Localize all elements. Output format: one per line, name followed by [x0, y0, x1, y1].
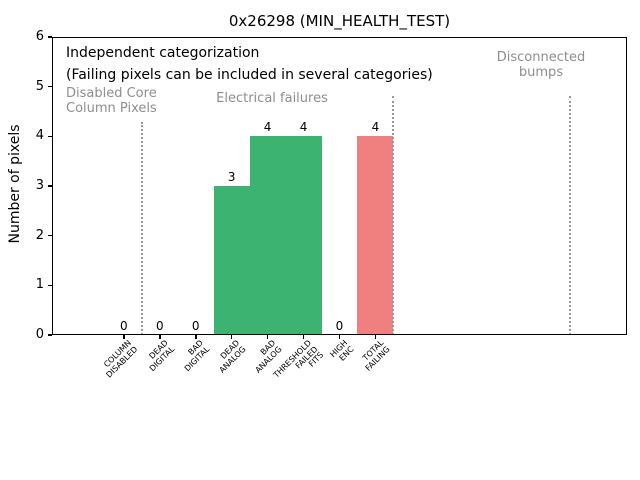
bar-value-label: 0: [155, 319, 164, 333]
y-tick-label: 2: [35, 227, 44, 243]
x-tick-label: TOTAL FAILING: [360, 338, 392, 373]
x-tick-mark: [159, 335, 161, 339]
x-tick-mark: [266, 335, 269, 339]
y-tick-label: 0: [35, 327, 44, 342]
y-tick-mark: [48, 185, 52, 187]
y-tick-label: 4: [35, 128, 44, 144]
y-tick-mark: [48, 334, 52, 336]
bar-value-label: 0: [191, 319, 200, 333]
y-tick-label: 3: [35, 178, 44, 193]
y-tick-label: 1: [35, 277, 44, 293]
x-tick-label: HIGH ENC: [328, 338, 356, 363]
y-tick-mark: [48, 36, 52, 38]
section-label: Disabled Core Column Pixels: [66, 86, 157, 116]
bar-value-label: 4: [371, 120, 380, 135]
section-label: Electrical failures: [216, 91, 328, 106]
y-tick-mark: [48, 135, 52, 138]
bar-value-label: 4: [263, 120, 272, 135]
x-tick-mark: [195, 335, 197, 339]
x-tick-label: BAD DIGITAL: [182, 338, 212, 373]
bar-value-label: 0: [335, 319, 344, 333]
bar-value-label: 4: [299, 120, 308, 135]
annotation-failing-pixels-note: (Failing pixels can be included in sever…: [66, 67, 433, 83]
bar: [285, 136, 322, 335]
bar: [249, 136, 286, 335]
section-divider: [140, 122, 143, 335]
x-tick-label: COLUMN DISABLED: [102, 338, 140, 380]
x-tick-mark: [302, 335, 305, 339]
y-tick-mark: [48, 85, 52, 88]
bar: [357, 136, 394, 335]
x-tick-label: DEAD ANALOG: [217, 338, 248, 375]
x-tick-mark: [123, 335, 125, 339]
bar: [213, 186, 250, 335]
bar-value-label: 3: [227, 170, 236, 184]
section-divider: [569, 96, 572, 335]
y-tick-mark: [48, 284, 52, 287]
section-label: Disconnected bumps: [496, 50, 586, 80]
chart-title: 0x26298 (MIN_HEALTH_TEST): [228, 12, 451, 30]
y-tick-label: 6: [35, 29, 44, 44]
bar-value-label: 0: [120, 319, 128, 333]
x-tick-mark: [374, 335, 377, 339]
y-tick-label: 5: [35, 78, 44, 94]
x-tick-label: DEAD DIGITAL: [146, 338, 176, 373]
x-tick-mark: [338, 335, 341, 339]
x-tick-mark: [230, 335, 233, 339]
annotation-independent-categorization: Independent categorization: [66, 45, 260, 61]
section-divider: [392, 96, 395, 335]
y-tick-mark: [48, 234, 52, 237]
